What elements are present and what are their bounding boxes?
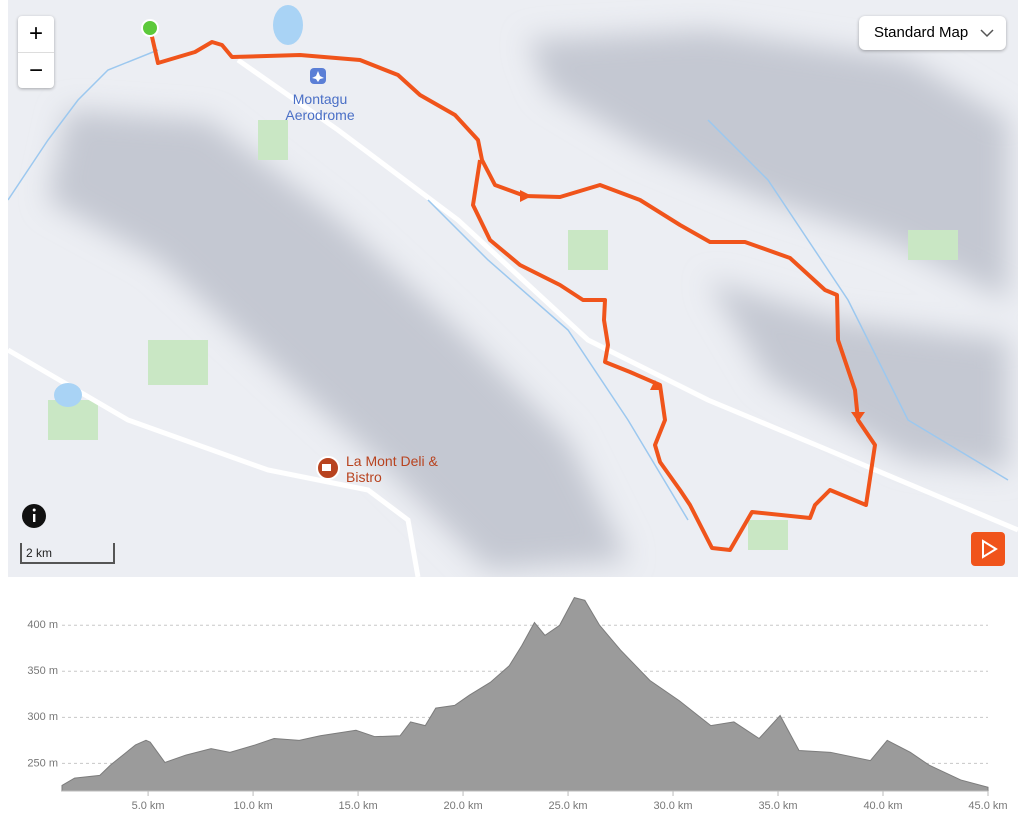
lake (54, 383, 82, 407)
map-style-label: Standard Map (874, 24, 969, 41)
parks (48, 120, 958, 550)
scale-label: 2 km (26, 546, 53, 560)
elevation-area (61, 597, 989, 792)
poi-label: Montagu Aerodrome (285, 91, 355, 123)
cafe-glyph (322, 464, 331, 471)
map-canvas (8, 5, 1018, 577)
scale-bar (20, 543, 115, 564)
terrain (48, 30, 1008, 570)
x-tick-label: 10.0 km (234, 800, 273, 812)
play-button[interactable] (971, 532, 1005, 566)
x-tick-label: 30.0 km (653, 800, 692, 812)
y-tick-label: 250 m (27, 757, 58, 769)
map[interactable]: + − Standard Map Montagu Aerodrome La Mo… (8, 0, 1018, 577)
x-tick-label: 5.0 km (132, 800, 165, 812)
rivers (8, 49, 1009, 521)
zoom-control: + − (18, 16, 54, 88)
chevron (980, 29, 994, 38)
x-tick-label: 25.0 km (548, 800, 587, 812)
x-tick-label: 35.0 km (758, 800, 797, 812)
poi-label: La Mont Deli & Bistro (346, 453, 438, 485)
airport-glyph (312, 71, 324, 82)
y-tick-label: 400 m (27, 619, 58, 631)
info-glyph (33, 514, 36, 522)
x-tick-label: 45.0 km (968, 800, 1007, 812)
x-tick-label: 20.0 km (443, 800, 482, 812)
zoom-out[interactable]: − (28, 57, 43, 84)
elevation-chart: 250 m 300 m 350 m 400 m 5.0 km 10.0 km 15.0 km… (27, 597, 1008, 812)
y-tick-label: 300 m (27, 711, 58, 723)
map-style-select[interactable]: Standard Map (859, 16, 1006, 50)
route (148, 27, 877, 552)
start-marker[interactable] (141, 19, 159, 37)
lake (273, 5, 303, 45)
x-tick-label: 40.0 km (863, 800, 902, 812)
zoom-in[interactable]: + (18, 16, 54, 53)
info-glyph (32, 508, 36, 512)
y-tick-label: 350 m (27, 665, 58, 677)
play-glyph (982, 539, 998, 559)
x-tick-label: 15.0 km (338, 800, 377, 812)
roads (8, 57, 1018, 577)
